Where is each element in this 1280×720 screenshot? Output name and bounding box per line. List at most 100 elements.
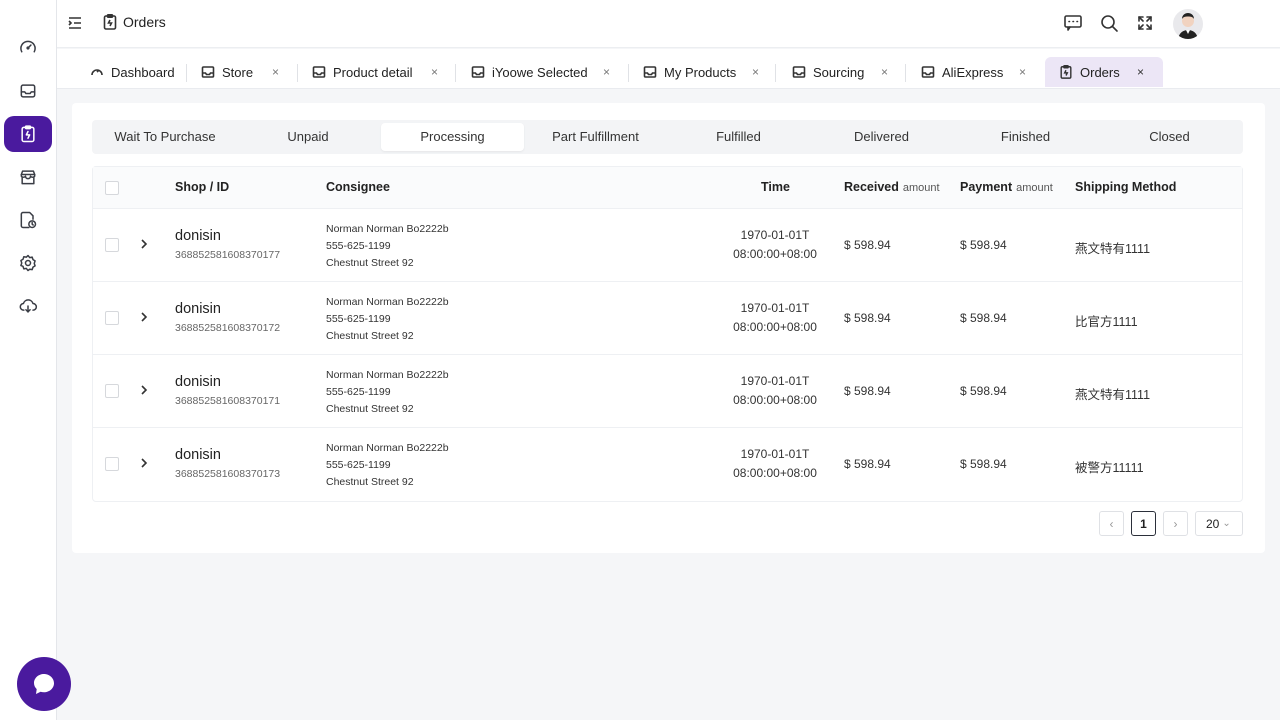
order-date: 1970-01-01T (740, 374, 810, 388)
tab-orders[interactable]: Orders × (1045, 57, 1163, 87)
storefront-icon (20, 170, 36, 185)
next-page-button[interactable]: › (1163, 511, 1188, 536)
tab-divider (455, 64, 456, 82)
avatar[interactable] (1173, 9, 1203, 39)
tab-my-products[interactable]: My Products × (643, 57, 773, 87)
chevron-right-icon (141, 385, 148, 395)
page-number-button[interactable]: 1 (1131, 511, 1156, 536)
order-date: 1970-01-01T (740, 447, 810, 461)
consignee-cell: Norman Norman Bo2222b 555-625-1199 Chest… (326, 294, 449, 345)
order-clock: 08:00:00+08:00 (733, 393, 817, 407)
tab-sourcing[interactable]: Sourcing × (792, 57, 902, 87)
status-tab-processing[interactable]: Processing (381, 123, 524, 151)
tab-aliexpress[interactable]: AliExpress × (921, 57, 1041, 87)
received-amount: $ 598.94 (844, 238, 891, 252)
chevron-right-icon (141, 312, 148, 322)
tab-close-button[interactable]: × (752, 65, 760, 79)
time-cell: 1970-01-01T 08:00:00+08:00 (713, 445, 837, 483)
consignee-cell: Norman Norman Bo2222b 555-625-1199 Chest… (326, 367, 449, 418)
tab-close-button[interactable]: × (1137, 65, 1145, 79)
sidebar (0, 0, 71, 720)
gauge-icon (91, 69, 103, 76)
tab-close-button[interactable]: × (603, 65, 611, 79)
status-tab-finished[interactable]: Finished (1000, 129, 1051, 144)
sidebar-item-settings[interactable] (4, 245, 52, 281)
column-header-received: Received amount (844, 180, 940, 194)
tab-close-button[interactable]: × (431, 65, 439, 79)
tab-label: Sourcing (813, 64, 865, 80)
sidebar-item-dashboard[interactable] (4, 30, 52, 66)
consignee-street: Chestnut Street 92 (326, 330, 414, 342)
consignee-street: Chestnut Street 92 (326, 257, 414, 269)
tab-label: AliExpress (942, 64, 1004, 80)
row-checkbox[interactable] (105, 457, 119, 471)
tab-iyoowe-selected[interactable]: iYoowe Selected × (471, 57, 631, 87)
page-size-value: 20 (1206, 516, 1220, 531)
inbox-icon (20, 84, 36, 98)
orders-table: Shop / ID Consignee Time Received amount … (92, 166, 1243, 502)
row-expand-button[interactable] (137, 237, 151, 251)
tab-close-button[interactable]: × (881, 65, 889, 79)
row-checkbox[interactable] (105, 311, 119, 325)
status-tab-delivered[interactable]: Delivered (854, 129, 909, 144)
chevron-down-icon: ⌄ (1222, 518, 1231, 529)
consignee-phone: 555-625-1199 (326, 313, 391, 325)
shipping-method: 燕文特有1111 (1075, 242, 1151, 256)
page-title: Orders (123, 14, 166, 30)
status-tab-closed[interactable]: Closed (1149, 129, 1190, 144)
consignee-phone: 555-625-1199 (326, 386, 391, 398)
inbox-icon (312, 66, 326, 78)
received-amount: $ 598.94 (844, 384, 891, 398)
tab-product-detail[interactable]: Product detail × (312, 57, 452, 87)
sidebar-item-orders[interactable] (4, 116, 52, 152)
select-all-checkbox[interactable] (105, 181, 119, 195)
page-size-select[interactable]: 20 ⌄ (1195, 511, 1243, 536)
search-button[interactable] (1099, 13, 1119, 33)
order-date: 1970-01-01T (740, 301, 810, 315)
fullscreen-button[interactable] (1135, 13, 1155, 33)
column-header-label: Payment (960, 180, 1013, 194)
prev-page-button[interactable]: ‹ (1099, 511, 1124, 536)
tab-store[interactable]: Store × (201, 57, 311, 87)
fullscreen-icon (1138, 16, 1152, 30)
shop-cell: donisin 368852581608370171 (175, 374, 280, 407)
tab-close-button[interactable]: × (1019, 65, 1027, 79)
inbox-icon (643, 66, 657, 78)
shop-name: donisin (175, 301, 221, 317)
column-header-shipping: Shipping Method (1075, 180, 1177, 194)
shop-name: donisin (175, 374, 221, 390)
consignee-phone: 555-625-1199 (326, 240, 391, 252)
payment-amount: $ 598.94 (960, 457, 1007, 471)
tab-close-button[interactable]: × (272, 65, 280, 79)
tab-dashboard[interactable]: Dashboard (90, 57, 175, 87)
row-expand-button[interactable] (137, 310, 151, 324)
status-tab-fulfilled[interactable]: Fulfilled (716, 129, 761, 144)
sidebar-item-store[interactable] (4, 73, 52, 109)
file-clock-icon (20, 211, 37, 229)
row-expand-button[interactable] (137, 456, 151, 470)
gauge-icon (20, 40, 36, 53)
sidebar-item-files[interactable] (4, 202, 52, 238)
status-tab-unpaid[interactable]: Unpaid (287, 129, 329, 144)
status-tab-wait-to-purchase[interactable]: Wait To Purchase (114, 129, 216, 144)
consignee-phone: 555-625-1199 (326, 459, 391, 471)
chat-support-button[interactable] (17, 657, 71, 711)
message-button[interactable] (1063, 13, 1083, 33)
status-tab-part-fulfillment[interactable]: Part Fulfillment (552, 129, 639, 144)
clipboard-icon (103, 14, 117, 30)
menu-toggle-button[interactable] (67, 14, 83, 32)
sidebar-item-shop[interactable] (4, 159, 52, 195)
row-checkbox[interactable] (105, 384, 119, 398)
orders-card: Wait To Purchase Unpaid Processing Part … (72, 103, 1265, 553)
inbox-icon (921, 66, 935, 78)
time-cell: 1970-01-01T 08:00:00+08:00 (713, 226, 837, 264)
consignee-name: Norman Norman Bo2222b (326, 223, 449, 235)
row-expand-button[interactable] (137, 383, 151, 397)
row-checkbox[interactable] (105, 238, 119, 252)
column-header-label: Received (844, 180, 899, 194)
order-id: 368852581608370172 (175, 322, 281, 334)
breadcrumb: Orders (103, 14, 166, 30)
payment-amount: $ 598.94 (960, 384, 1007, 398)
order-date: 1970-01-01T (740, 228, 810, 242)
sidebar-item-cloud[interactable] (4, 288, 52, 324)
